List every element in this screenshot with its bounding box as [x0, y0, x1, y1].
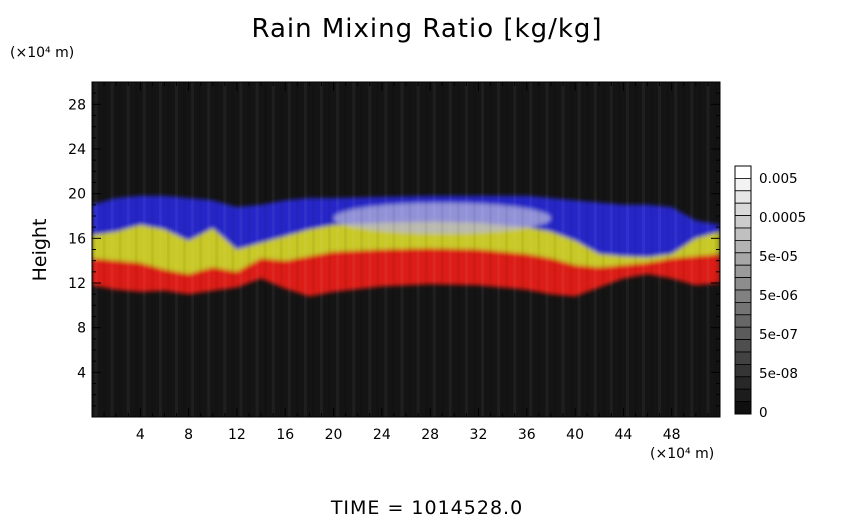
colorbar-segment	[734, 363, 752, 378]
x-tick-label: 44	[614, 427, 632, 443]
x-tick-label: 28	[421, 427, 439, 443]
x-tick-label: 24	[373, 427, 391, 443]
yellow-band	[92, 221, 720, 275]
y-tick-label: 12	[68, 276, 86, 292]
y-tick-label: 20	[68, 187, 86, 203]
x-tick-label: 40	[566, 427, 584, 443]
colorbar-label: 0.0005	[759, 210, 806, 226]
x-tick-label: 12	[228, 427, 246, 443]
colorbar-segment	[734, 289, 752, 303]
x-tick-label: 36	[518, 427, 536, 443]
x-axis-unit: (×10⁴ m)	[650, 446, 715, 462]
colorbar-label: 5e-07	[759, 327, 798, 343]
colorbar-segment	[734, 388, 752, 403]
colorbar-frame	[734, 165, 752, 415]
colorbar-label: 5e-06	[759, 288, 798, 304]
colorbar-segment	[734, 239, 752, 254]
colorbar-segment	[734, 190, 752, 204]
colorbar-segment	[734, 376, 752, 390]
y-tick-label: 24	[68, 142, 86, 158]
time-label: TIME = 1014528.0	[330, 497, 524, 519]
blue-band	[92, 195, 720, 258]
y-tick-label: 4	[77, 365, 86, 381]
colorbar-segment	[734, 326, 752, 341]
colorbar-segment	[734, 252, 752, 266]
y-axis-unit: (×10⁴ m)	[10, 45, 75, 61]
x-tick-label: 48	[663, 427, 681, 443]
colorbar-label: 0	[759, 405, 768, 421]
x-tick-label: 20	[325, 427, 343, 443]
y-tick-label: 28	[68, 97, 86, 113]
x-tick-label: 8	[184, 427, 193, 443]
colorbar-label: 5e-05	[759, 249, 798, 265]
red-band	[92, 248, 720, 297]
pale-core	[333, 202, 551, 234]
colorbar-segment	[734, 401, 752, 415]
x-tick-label: 32	[470, 427, 488, 443]
colorbar-segment	[734, 227, 752, 241]
colorbar-segment	[734, 202, 752, 216]
colorbar-segment	[734, 264, 752, 279]
colorbar-segment	[734, 215, 752, 229]
colorbar-segment	[734, 339, 752, 353]
colorbar-label: 0.005	[759, 171, 798, 187]
colorbar-segment	[734, 351, 752, 365]
y-tick-label: 16	[68, 231, 86, 247]
colorbar-segment	[734, 314, 752, 328]
colorbar-label: 5e-08	[759, 366, 798, 382]
colorbar-segment	[734, 277, 752, 291]
colorbar-segment	[734, 301, 752, 316]
colorbar-segment	[734, 165, 752, 179]
y-tick-label: 8	[77, 321, 86, 337]
x-tick-label: 16	[276, 427, 294, 443]
colorbar: 0.005 0.0005 5e-05 5e-06 5e-07 5e-08 0	[734, 165, 806, 421]
x-tick-label: 4	[136, 427, 145, 443]
colorbar-segment	[734, 177, 752, 192]
chart-title: Rain Mixing Ratio [kg/kg]	[251, 14, 603, 44]
